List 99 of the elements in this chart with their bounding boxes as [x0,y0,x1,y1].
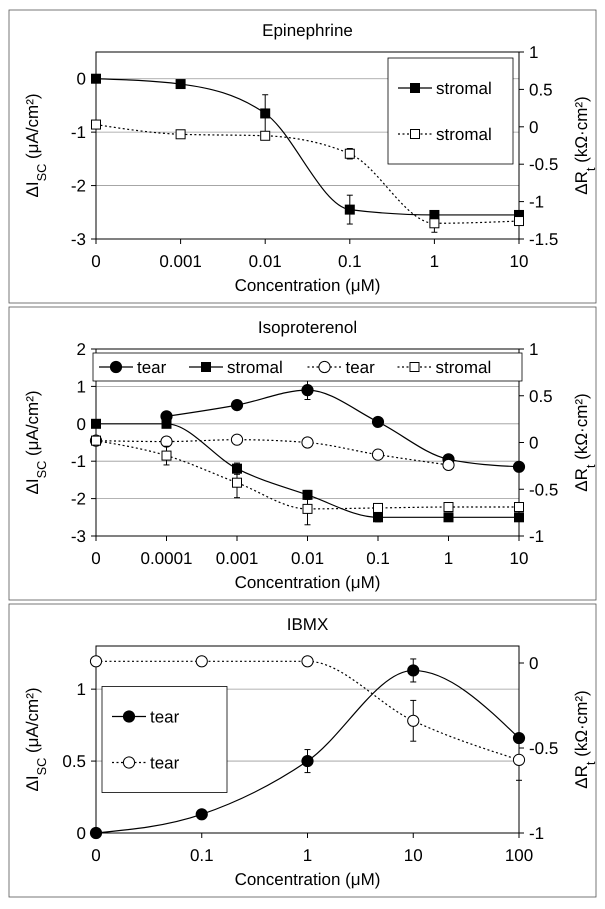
point [407,664,420,677]
point [176,79,186,90]
y-tick-label: -2 [70,176,86,196]
point [372,448,384,461]
y-tick-label: 2 [76,340,86,359]
chart-title: Epinephrine [262,21,353,40]
y-tick-label: 0.5 [62,752,86,772]
y-tick-label: 0 [76,824,86,843]
y2-tick-label: -1 [529,192,544,212]
point [512,754,526,766]
y2-tick-label: -1 [529,527,544,546]
legend-label: tear [150,754,180,772]
y-tick-label: 0 [76,414,86,434]
point [91,74,101,84]
point [176,129,186,140]
legend-label: stromal [436,358,492,377]
point [344,204,355,215]
y-tick-label: 1 [76,377,86,396]
chart-title: IBMX [286,615,328,634]
point [302,504,312,514]
y2-tick-label: -0.5 [529,155,558,174]
y2-tick-label: 0 [529,434,538,452]
point [91,436,101,446]
point [301,384,314,396]
point [514,502,524,512]
point [196,655,208,668]
chart-title: Isoproterenol [258,318,358,337]
point [162,418,172,429]
legend-label: stromal [436,125,492,144]
x-axis-title: Concentration (μM) [234,870,380,889]
point [91,418,101,429]
y2-tick-label: -1.5 [529,230,558,249]
x-tick-label: 0 [91,549,101,568]
legend-label: stromal [436,79,492,98]
legend-label: stromal [227,358,283,377]
y2-tick-label: 0.5 [529,80,553,100]
point [514,216,524,226]
point [230,399,244,412]
x-tick-label: 1 [302,846,312,865]
point [373,512,383,522]
x-tick-label: 10 [404,846,423,865]
point [301,754,314,768]
y2-tick-label: 0.5 [529,386,553,406]
point [232,478,242,488]
point [429,218,440,228]
point [301,436,314,449]
y-tick-label: -1 [70,452,86,472]
point [90,655,102,668]
x-tick-label: 0.0001 [140,549,192,568]
y-tick-label: -3 [70,527,86,546]
point [230,434,244,446]
legend-label: tear [150,708,180,726]
point [372,416,384,428]
x-tick-label: 0 [91,252,101,271]
x-tick-label: 0 [91,846,101,865]
x-tick-label: 0.1 [338,252,362,271]
point [514,512,524,522]
y-tick-label: -2 [70,490,86,509]
point [196,808,208,820]
y-tick-label: -3 [70,230,86,249]
x-tick-label: 1 [430,252,440,271]
legend-label: tear [137,358,167,377]
y2-tick-label: 1 [529,43,538,62]
point [162,450,172,461]
y-tick-label: -1 [70,123,86,142]
point [512,460,526,473]
point [91,120,101,130]
x-tick-label: 100 [504,846,534,865]
point [301,655,314,668]
point [90,826,102,840]
x-tick-label: 10 [510,549,528,568]
x-tick-label: 1 [444,549,454,568]
y2-tick-label: -0.5 [529,739,558,758]
point [512,732,526,744]
x-tick-label: 0.01 [290,549,324,568]
y2-tick-label: -0.5 [529,480,558,500]
point [442,458,455,472]
y-tick-label: 0 [76,70,86,89]
x-tick-label: 0.1 [190,846,214,865]
x-tick-label: 10 [510,252,528,271]
point [260,108,270,118]
point [260,130,270,141]
point [407,714,420,727]
y2-tick-label: 0 [529,118,538,137]
y2-tick-label: 0 [529,654,538,673]
x-tick-label: 0.1 [366,549,390,568]
y2-tick-label: -1 [529,824,544,843]
x-axis-title: Concentration (μM) [234,573,380,592]
y2-tick-label: 1 [529,340,538,359]
point [373,502,383,513]
point [444,512,454,522]
point [444,502,454,512]
x-tick-label: 0.01 [248,252,282,271]
y-tick-label: 1 [76,680,86,700]
x-axis-title: Concentration (μM) [234,276,380,295]
x-tick-label: 0.001 [159,252,202,271]
legend-label: tear [346,358,376,377]
point [160,435,173,448]
x-tick-label: 0.001 [216,549,258,568]
